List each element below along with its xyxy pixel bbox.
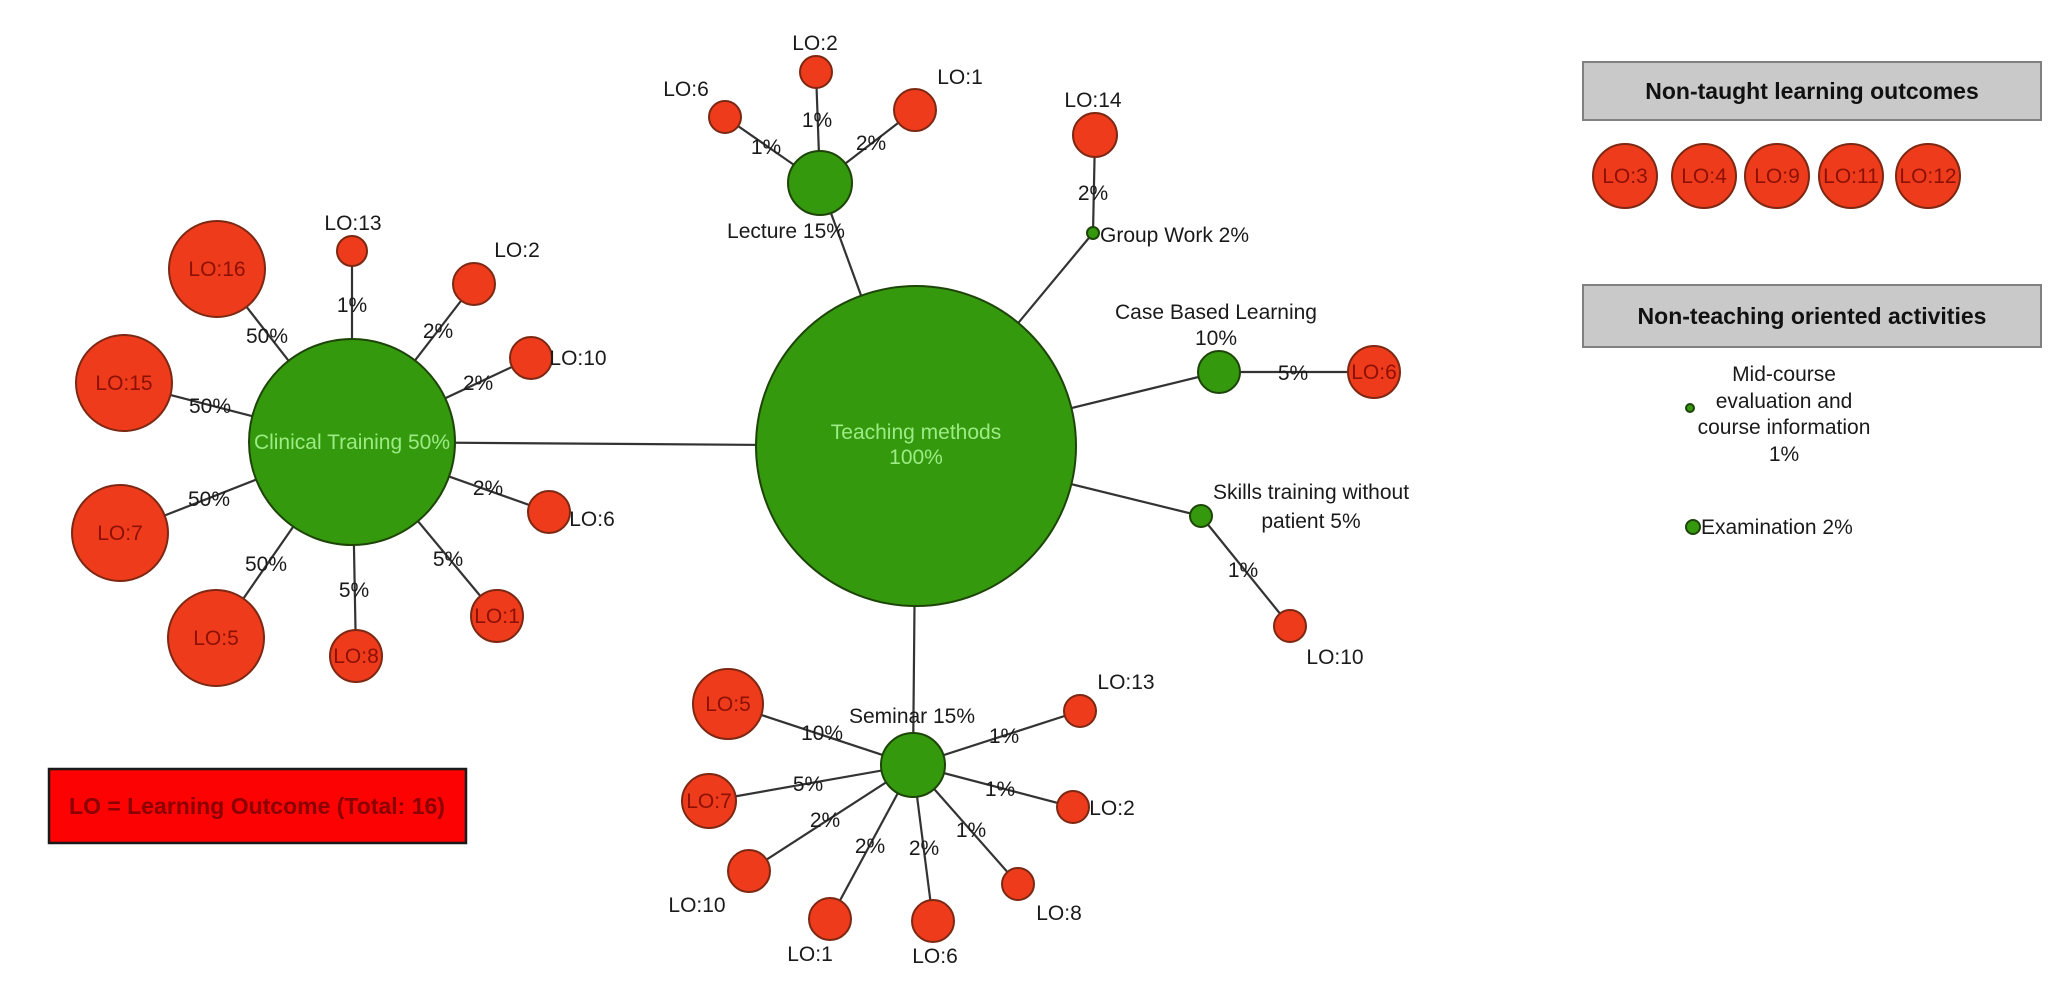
svg-text:1%: 1% <box>751 136 781 159</box>
svg-text:LO:15: LO:15 <box>95 372 152 395</box>
svg-text:LO:10: LO:10 <box>668 894 725 917</box>
svg-text:2%: 2% <box>909 837 939 860</box>
svg-text:Mid-course: Mid-course <box>1732 363 1836 386</box>
svg-text:5%: 5% <box>793 773 823 796</box>
svg-text:LO:9: LO:9 <box>1754 165 1800 188</box>
svg-text:LO:13: LO:13 <box>1097 671 1154 694</box>
svg-text:LO:6: LO:6 <box>1351 361 1397 384</box>
svg-text:2%: 2% <box>473 477 503 500</box>
svg-text:LO:14: LO:14 <box>1064 89 1122 112</box>
svg-text:LO:6: LO:6 <box>569 508 615 531</box>
svg-text:LO:1: LO:1 <box>787 943 833 966</box>
svg-text:LO:5: LO:5 <box>193 627 239 650</box>
svg-text:Lecture 15%: Lecture 15% <box>727 220 845 243</box>
svg-text:1%: 1% <box>956 819 986 842</box>
svg-text:Clinical Training 50%: Clinical Training 50% <box>254 431 450 454</box>
svg-text:LO:1: LO:1 <box>474 605 520 628</box>
svg-text:50%: 50% <box>188 488 230 511</box>
svg-text:course information: course information <box>1698 416 1871 439</box>
svg-text:50%: 50% <box>246 325 288 348</box>
svg-text:LO:8: LO:8 <box>333 645 379 668</box>
svg-text:1%: 1% <box>985 778 1015 801</box>
svg-text:Teaching methods: Teaching methods <box>831 421 1001 444</box>
svg-text:LO:6: LO:6 <box>912 945 958 968</box>
svg-text:LO:7: LO:7 <box>686 790 732 813</box>
svg-text:1%: 1% <box>989 725 1019 748</box>
svg-text:50%: 50% <box>189 395 231 418</box>
svg-text:2%: 2% <box>423 320 453 343</box>
svg-text:LO = Learning Outcome (Total:: LO = Learning Outcome (Total: 16) <box>69 793 445 819</box>
svg-text:LO:10: LO:10 <box>1306 646 1363 669</box>
svg-text:patient 5%: patient 5% <box>1261 510 1360 533</box>
svg-text:LO:2: LO:2 <box>494 239 540 262</box>
svg-text:10%: 10% <box>1195 327 1237 350</box>
svg-text:1%: 1% <box>337 294 367 317</box>
svg-text:Non-teaching oriented activiti: Non-teaching oriented activities <box>1638 303 1987 329</box>
svg-text:LO:2: LO:2 <box>1089 797 1135 820</box>
svg-text:5%: 5% <box>433 548 463 571</box>
svg-text:2%: 2% <box>856 132 886 155</box>
svg-text:Case Based Learning: Case Based Learning <box>1115 301 1317 324</box>
svg-text:50%: 50% <box>245 553 287 576</box>
svg-text:Seminar 15%: Seminar 15% <box>849 705 975 728</box>
svg-text:LO:13: LO:13 <box>324 212 381 235</box>
svg-text:evaluation and: evaluation and <box>1716 390 1853 413</box>
svg-text:LO:5: LO:5 <box>705 693 751 716</box>
svg-text:LO:10: LO:10 <box>549 347 606 370</box>
svg-text:LO:6: LO:6 <box>663 78 709 101</box>
svg-text:LO:11: LO:11 <box>1823 165 1879 188</box>
svg-text:2%: 2% <box>810 809 840 832</box>
svg-text:LO:2: LO:2 <box>792 32 838 55</box>
svg-text:Skills training without: Skills training without <box>1213 481 1409 504</box>
svg-text:LO:16: LO:16 <box>188 258 245 281</box>
svg-text:2%: 2% <box>1078 182 1108 205</box>
svg-text:LO:3: LO:3 <box>1602 165 1648 188</box>
svg-text:Non-taught learning outcomes: Non-taught learning outcomes <box>1645 78 1979 104</box>
svg-text:LO:12: LO:12 <box>1899 165 1956 188</box>
svg-text:LO:4: LO:4 <box>1681 165 1727 188</box>
svg-text:Group Work 2%: Group Work 2% <box>1100 224 1249 247</box>
svg-text:1%: 1% <box>1769 443 1799 466</box>
svg-text:LO:7: LO:7 <box>97 522 143 545</box>
svg-text:2%: 2% <box>463 372 493 395</box>
svg-text:2%: 2% <box>855 835 885 858</box>
svg-text:5%: 5% <box>1278 362 1308 385</box>
svg-text:LO:8: LO:8 <box>1036 902 1082 925</box>
svg-text:1%: 1% <box>802 109 832 132</box>
svg-text:1%: 1% <box>1228 559 1258 582</box>
svg-text:5%: 5% <box>339 579 369 602</box>
svg-text:Examination 2%: Examination 2% <box>1701 516 1853 539</box>
svg-text:10%: 10% <box>801 722 843 745</box>
svg-text:100%: 100% <box>889 446 943 469</box>
svg-text:LO:1: LO:1 <box>937 66 983 89</box>
